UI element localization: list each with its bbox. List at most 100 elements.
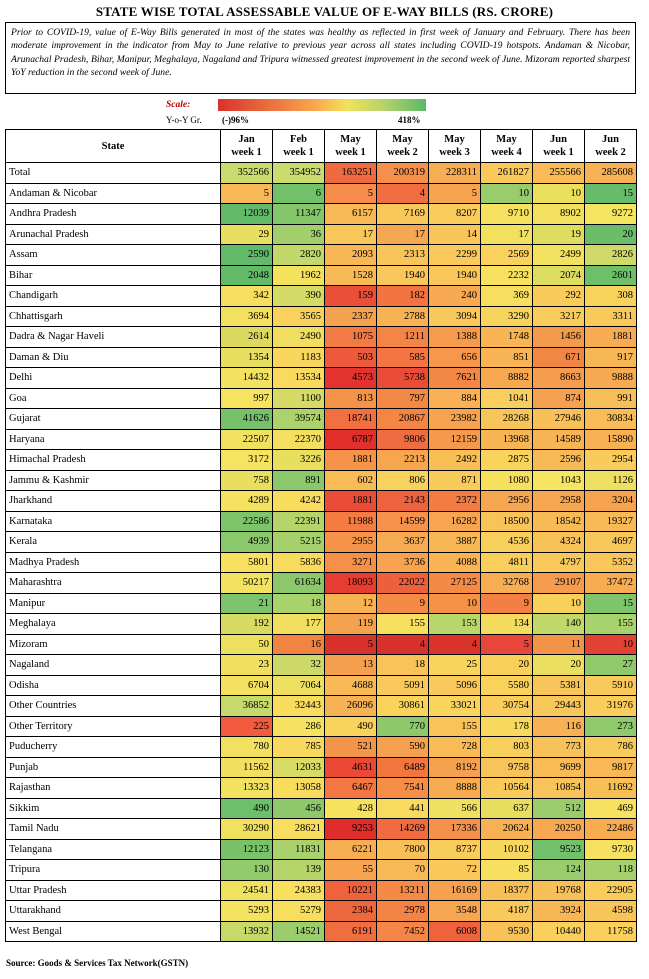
value-cell: 503 (324, 346, 377, 368)
value-cell: 2093 (324, 244, 377, 266)
value-cell: 22486 (584, 818, 637, 840)
table-row: Jammu & Kashmir 758 891 602 806 871 1080 1043 11… (5, 469, 637, 491)
table-row: Odisha 6704 7064 4688 5091 5096 5580 5381 5910 (5, 674, 637, 696)
value-cell: 1456 (532, 326, 585, 348)
column-header-week: week 4 (491, 147, 522, 158)
value-cell: 3217 (532, 305, 585, 327)
value-cell: 292 (532, 285, 585, 307)
value-cell: 12039 (220, 203, 273, 225)
state-name: Nagaland (5, 654, 221, 676)
value-cell: 14589 (532, 428, 585, 450)
value-cell: 18741 (324, 408, 377, 430)
value-cell: 163251 (324, 162, 377, 184)
value-cell: 1940 (428, 264, 481, 286)
value-cell: 884 (428, 387, 481, 409)
value-cell: 4088 (428, 551, 481, 573)
value-cell: 2490 (272, 326, 325, 348)
table-row: Other Territory 225 286 490 770 155 178 116 273 (5, 715, 637, 737)
value-cell: 656 (428, 346, 481, 368)
state-name: Assam (5, 244, 221, 266)
value-cell: 6157 (324, 203, 377, 225)
value-cell: 177 (272, 613, 325, 635)
value-cell: 2384 (324, 900, 377, 922)
value-cell: 16 (272, 633, 325, 655)
value-cell: 369 (480, 285, 533, 307)
value-cell: 7169 (376, 203, 429, 225)
value-cell: 18 (272, 592, 325, 614)
value-cell: 1388 (428, 326, 481, 348)
table-row: Other Countries 36852 32443 26096 30861 33021… (5, 695, 637, 717)
value-cell: 5279 (272, 900, 325, 922)
value-cell: 2826 (584, 244, 637, 266)
column-header-month: Feb (290, 134, 307, 145)
value-cell: 36852 (220, 695, 273, 717)
state-name: Puducherry (5, 736, 221, 758)
value-cell: 18377 (480, 879, 533, 901)
state-name: Telangana (5, 838, 221, 860)
value-cell: 39574 (272, 408, 325, 430)
value-cell: 3736 (376, 551, 429, 573)
value-cell: 2788 (376, 305, 429, 327)
eway-bill-table: State Jan week 1 Feb week 1 May week 1 May week… (5, 129, 637, 942)
state-name: Haryana (5, 428, 221, 450)
value-cell: 14269 (376, 818, 429, 840)
value-cell: 30290 (220, 818, 273, 840)
state-name: Uttar Pradesh (5, 879, 221, 901)
table-row: Haryana 22507 22370 6787 9806 12159 13968 14589… (5, 428, 637, 450)
state-name: Gujarat (5, 408, 221, 430)
value-cell: 4598 (584, 900, 637, 922)
value-cell: 85 (480, 859, 533, 881)
value-cell: 13058 (272, 777, 325, 799)
value-cell: 155 (584, 613, 637, 635)
value-cell: 19327 (584, 510, 637, 532)
value-cell: 4187 (480, 900, 533, 922)
value-cell: 3565 (272, 305, 325, 327)
value-cell: 286 (272, 715, 325, 737)
value-cell: 4797 (532, 551, 585, 573)
value-cell: 1126 (584, 469, 637, 491)
value-cell: 671 (532, 346, 585, 368)
value-cell: 28621 (272, 818, 325, 840)
scale-label: Scale: (166, 100, 191, 110)
value-cell: 7800 (376, 838, 429, 860)
value-cell: 5091 (376, 674, 429, 696)
value-cell: 9806 (376, 428, 429, 450)
value-cell: 5580 (480, 674, 533, 696)
value-cell: 19 (532, 223, 585, 245)
value-cell: 228311 (428, 162, 481, 184)
state-name: Karnataka (5, 510, 221, 532)
value-cell: 512 (532, 797, 585, 819)
value-cell: 469 (584, 797, 637, 819)
value-cell: 4289 (220, 490, 273, 512)
value-cell: 891 (272, 469, 325, 491)
value-cell: 11988 (324, 510, 377, 532)
value-cell: 3226 (272, 449, 325, 471)
value-cell: 7064 (272, 674, 325, 696)
table-row: Delhi 14432 13534 4573 5738 7621 8882 8663 9888 (5, 367, 637, 389)
value-cell: 803 (480, 736, 533, 758)
value-cell: 119 (324, 613, 377, 635)
value-cell: 1881 (584, 326, 637, 348)
value-cell: 20624 (480, 818, 533, 840)
value-cell: 5381 (532, 674, 585, 696)
table-row: Kerala 4939 5215 2955 3637 3887 4536 4324 4697 (5, 531, 637, 553)
value-cell: 2569 (480, 244, 533, 266)
value-cell: 23 (220, 654, 273, 676)
value-cell: 22507 (220, 428, 273, 450)
value-cell: 352566 (220, 162, 273, 184)
state-name: Mizoram (5, 633, 221, 655)
column-header: Feb week 1 (272, 129, 325, 163)
table-row: Telangana 12123 11831 6221 7800 8737 10102 9523… (5, 838, 637, 860)
value-cell: 116 (532, 715, 585, 737)
value-cell: 29107 (532, 572, 585, 594)
state-name: West Bengal (5, 920, 221, 942)
value-cell: 1183 (272, 346, 325, 368)
value-cell: 5801 (220, 551, 273, 573)
table-row: Goa 997 1100 813 797 884 1041 874 991 (5, 387, 637, 409)
state-name: Punjab (5, 756, 221, 778)
value-cell: 2601 (584, 264, 637, 286)
value-cell: 521 (324, 736, 377, 758)
value-cell: 8882 (480, 367, 533, 389)
column-header-week: week 2 (387, 147, 418, 158)
value-cell: 1881 (324, 449, 377, 471)
